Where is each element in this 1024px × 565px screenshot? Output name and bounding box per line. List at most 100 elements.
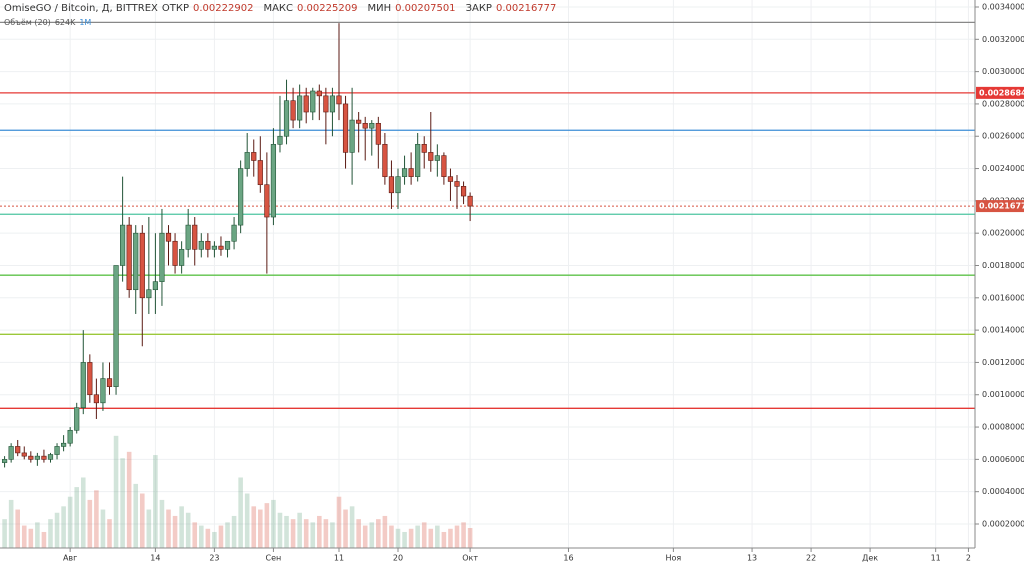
candle-body (224, 240, 231, 250)
candle-body (277, 135, 283, 145)
candle-body (34, 455, 40, 460)
volume-bar (185, 512, 191, 548)
candle-body (28, 455, 34, 460)
symbol-title[interactable]: OmiseGO / Bitcoin, Д, BITTREX (4, 3, 158, 14)
price-label: 0.00286849 (979, 88, 1024, 97)
ohlc-value: 0.00222902 (193, 3, 254, 14)
volume-bar (74, 487, 80, 548)
volume-bar (303, 519, 309, 548)
candle-body (113, 265, 119, 387)
candle-body (146, 289, 152, 299)
candle-body (21, 452, 27, 457)
candle-body (395, 176, 401, 194)
x-tick-label: Окт (462, 554, 478, 563)
x-tick-label: 13 (747, 554, 757, 563)
volume-bar (284, 515, 289, 548)
x-tick-label: Сен (266, 554, 282, 563)
candle-body (382, 144, 388, 177)
candle-body (231, 224, 237, 242)
volume-bar (120, 458, 125, 548)
price-label-bg (976, 200, 1024, 213)
ohlc-label: ОТКР (161, 3, 189, 14)
volume-bar (133, 483, 139, 548)
ohlc-value: 0.00216777 (495, 3, 557, 14)
candle-body (61, 442, 67, 447)
candle-body (460, 186, 467, 197)
candle-body (251, 152, 257, 161)
candle-body (447, 176, 454, 182)
volume-bar (467, 528, 473, 548)
ohlc-label: МИН (367, 3, 392, 14)
candle-body (467, 195, 473, 207)
volume-bar (172, 515, 178, 548)
volume-bar (179, 506, 184, 548)
candle-body (159, 232, 165, 282)
candle-body (297, 95, 303, 121)
candle-body (316, 90, 322, 97)
volume-bar (271, 499, 276, 548)
candle-body (336, 95, 342, 105)
candle-body (172, 240, 178, 266)
candles (1, 23, 473, 468)
volume-bar (349, 506, 355, 548)
volume-bar (192, 522, 198, 548)
candle-body (100, 378, 106, 404)
volume-bar (408, 528, 414, 548)
volume-value: 624K (54, 18, 76, 27)
volume-bar (231, 515, 237, 548)
volume-label[interactable]: Объём (20) (4, 18, 51, 27)
volume-bar (251, 506, 257, 548)
candle-body (15, 446, 21, 454)
volume-bar (41, 531, 47, 548)
candle-body (408, 168, 414, 177)
price-label-bg (976, 86, 1024, 99)
volume-bar (336, 496, 342, 548)
volume-bar (389, 525, 394, 548)
volume-bar (402, 531, 407, 548)
candle-body (80, 362, 86, 408)
volume-bar (428, 528, 434, 548)
volume-bar (100, 509, 106, 548)
candle-body (329, 95, 336, 113)
volume-bar (369, 522, 375, 548)
candle-body (375, 123, 381, 145)
volume-bar (244, 493, 250, 548)
candle-body (356, 119, 362, 124)
x-tick-label: 16 (563, 554, 573, 563)
ohlc-label: МАКС (263, 3, 294, 14)
price-axis-bg (975, 0, 1024, 565)
candle-body (205, 240, 211, 250)
price-label: 0.00216777 (979, 202, 1024, 211)
volume-bar (2, 519, 7, 548)
volume-bar (441, 531, 447, 548)
x-tick-label: 20 (393, 554, 403, 563)
volume-bar (205, 528, 211, 548)
volume-bar (212, 531, 217, 548)
candle-body (93, 394, 99, 404)
x-tick-label: Авг (63, 554, 77, 563)
candle-body (342, 103, 349, 153)
y-tick-label: 0.00340000 (982, 2, 1024, 11)
x-tick-label: 11 (334, 554, 344, 563)
volume-bar (139, 493, 145, 548)
candle-body (401, 168, 408, 177)
volume-bar (153, 455, 158, 548)
volume-bar (35, 522, 40, 548)
candle-body (441, 155, 447, 177)
volume-bar (8, 499, 14, 548)
x-tick-label: 2 (966, 554, 971, 563)
x-tick-label: 23 (209, 554, 219, 563)
x-tick-label: 11 (931, 554, 941, 563)
candle-body (74, 407, 80, 431)
